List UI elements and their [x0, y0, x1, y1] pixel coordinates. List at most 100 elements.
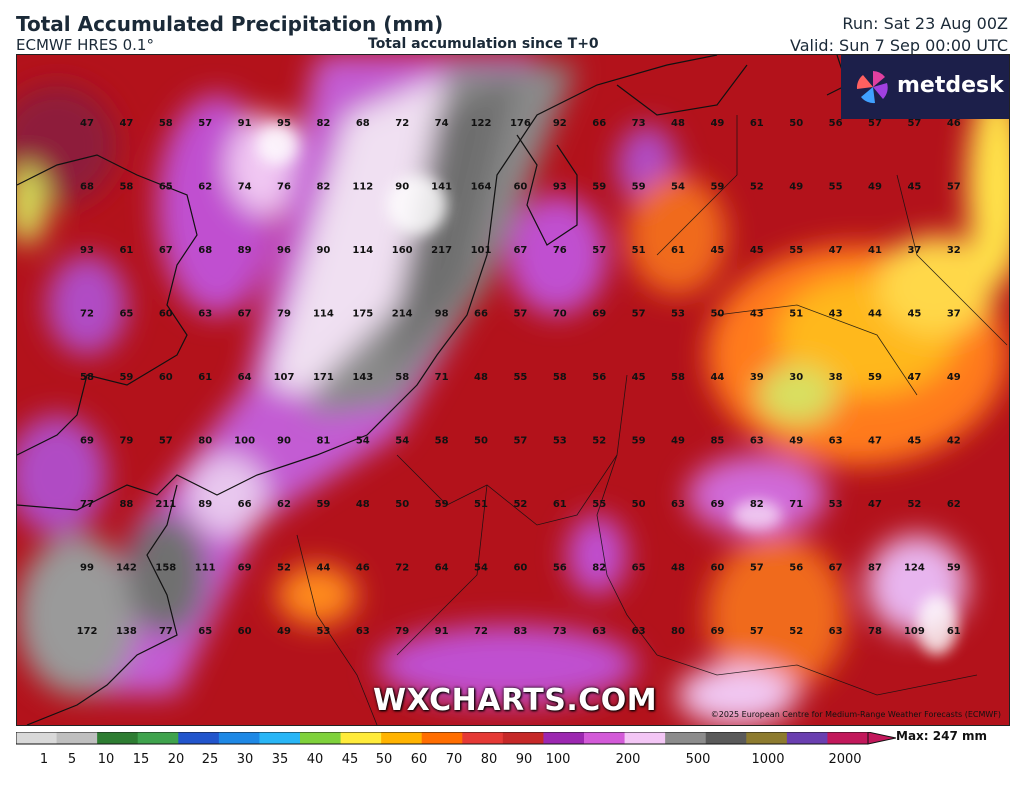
map-value-label: 89 [198, 499, 212, 510]
map-value-label: 67 [238, 309, 252, 320]
map-value-label: 96 [277, 245, 291, 256]
map-value-label: 68 [198, 245, 212, 256]
map-value-label: 50 [710, 309, 724, 320]
map-value-label: 59 [592, 182, 606, 193]
map-value-label: 49 [947, 372, 961, 383]
map-value-label: 80 [671, 626, 685, 637]
map-value-label: 59 [316, 499, 330, 510]
map-value-label: 66 [474, 309, 488, 320]
map-value-label: 92 [553, 118, 567, 129]
map-value-label: 42 [947, 436, 961, 447]
map-value-label: 52 [513, 499, 527, 510]
map-value-label: 69 [592, 309, 606, 320]
value-labels: 47 47 58 57 91 95 82 68 72 74 122 176 92 66 73 48 49 61 50… [77, 118, 961, 637]
map-value-label: 83 [513, 626, 527, 637]
map-value-label: 74 [435, 118, 449, 129]
scale-tick-label: 25 [201, 752, 219, 767]
map-value-label: 45 [710, 245, 724, 256]
map-value-label: 109 [904, 626, 925, 637]
map-value-label: 82 [316, 182, 330, 193]
map-value-label: 50 [789, 118, 803, 129]
map-value-label: 114 [352, 245, 373, 256]
map-value-label: 56 [592, 372, 606, 383]
map-value-label: 99 [80, 563, 94, 574]
map-value-label: 63 [356, 626, 370, 637]
map-value-label: 69 [710, 499, 724, 510]
scale-tick-label: 100 [545, 752, 571, 767]
map-value-label: 49 [671, 436, 685, 447]
map-value-label: 57 [592, 245, 606, 256]
uk-east-coast [17, 154, 198, 456]
scale-cell [259, 732, 301, 744]
map-value-label: 44 [316, 563, 330, 574]
map-value-label: 55 [513, 372, 527, 383]
map-value-label: 67 [829, 563, 843, 574]
map-value-label: 73 [632, 118, 646, 129]
map-value-label: 49 [710, 118, 724, 129]
map-value-label: 93 [553, 182, 567, 193]
map-value-label: 91 [238, 118, 252, 129]
map-value-label: 57 [868, 118, 882, 129]
map-value-label: 76 [277, 182, 291, 193]
map-value-label: 57 [198, 118, 212, 129]
map-value-label: 66 [238, 499, 252, 510]
map-value-label: 111 [195, 563, 216, 574]
map-value-label: 71 [435, 372, 449, 383]
map-value-label: 63 [592, 626, 606, 637]
map-value-label: 61 [947, 626, 961, 637]
map-value-label: 58 [435, 436, 449, 447]
map-value-label: 32 [947, 245, 961, 256]
map-value-label: 50 [632, 499, 646, 510]
map-value-label: 60 [159, 309, 173, 320]
map-value-label: 37 [947, 309, 961, 320]
map-value-label: 49 [789, 182, 803, 193]
scale-cell [827, 732, 869, 744]
map-value-label: 72 [80, 309, 94, 320]
map-value-label: 63 [750, 436, 764, 447]
border-de-pl [656, 115, 738, 256]
valid-time: Valid: Sun 7 Sep 00:00 UTC [790, 36, 1008, 55]
map-value-label: 48 [474, 372, 488, 383]
map-value-label: 53 [553, 436, 567, 447]
map-value-label: 56 [829, 118, 843, 129]
france-west-coast [26, 484, 178, 725]
max-value-label: Max: 247 mm [896, 729, 987, 743]
scale-tick-label: 45 [341, 752, 359, 767]
map-value-label: 57 [750, 626, 764, 637]
map-value-label: 67 [159, 245, 173, 256]
map-value-label: 141 [431, 182, 452, 193]
border-cz [716, 304, 918, 396]
map-value-label: 88 [119, 499, 133, 510]
map-value-label: 46 [947, 118, 961, 129]
map-value-label: 58 [395, 372, 409, 383]
map-value-label: 217 [431, 245, 452, 256]
map-value-label: 67 [513, 245, 527, 256]
map-value-label: 65 [159, 182, 173, 193]
map-value-label: 214 [392, 309, 413, 320]
map-value-label: 37 [907, 245, 921, 256]
map-value-label: 69 [80, 436, 94, 447]
map-value-label: 68 [80, 182, 94, 193]
metdesk-logo[interactable]: metdesk [841, 55, 1009, 119]
map-value-label: 53 [671, 309, 685, 320]
scale-cell [462, 732, 504, 744]
map-value-label: 30 [789, 372, 803, 383]
scale-cell [746, 732, 788, 744]
map-value-label: 56 [789, 563, 803, 574]
scale-cell [381, 732, 423, 744]
precipitation-map[interactable]: 47 47 58 57 91 95 82 68 72 74 122 176 92 66 73 48 49 61 50… [16, 54, 1010, 726]
map-value-label: 89 [238, 245, 252, 256]
scale-cell [56, 732, 98, 744]
map-value-label: 90 [277, 436, 291, 447]
scale-tick-label: 1000 [751, 752, 785, 767]
map-value-label: 48 [671, 118, 685, 129]
map-value-label: 44 [710, 372, 724, 383]
scale-max-arrow [867, 732, 896, 745]
border-be-lu [396, 454, 618, 526]
map-value-label: 56 [553, 563, 567, 574]
scale-cell [624, 732, 666, 744]
map-value-label: 68 [356, 118, 370, 129]
map-value-label: 55 [829, 182, 843, 193]
map-value-label: 63 [829, 626, 843, 637]
map-value-label: 62 [947, 499, 961, 510]
